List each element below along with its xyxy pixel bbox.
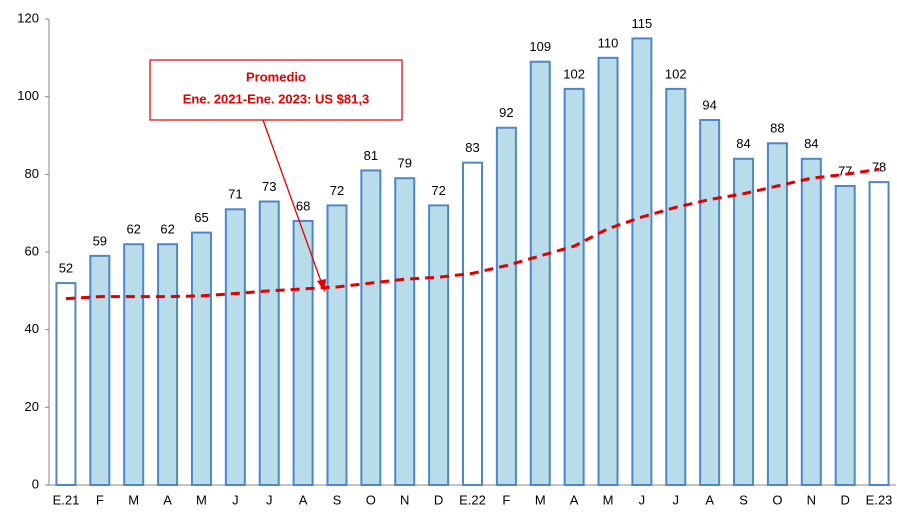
annotation-text: Promedio [246,69,306,84]
value-label: 62 [126,222,140,237]
value-label: 52 [59,261,73,276]
x-tick-label: J [232,492,239,507]
bar [563,87,585,487]
bar [462,161,483,487]
bar [89,254,111,486]
bar [224,208,246,487]
y-tick-label: 20 [25,399,39,414]
bar [766,142,788,486]
value-label: 81 [364,148,378,163]
value-label: 72 [431,183,445,198]
value-label: 83 [465,140,479,155]
bar [800,157,822,487]
value-label: 102 [665,66,687,81]
x-tick-label: J [639,492,646,507]
annotation-arrowhead [317,279,326,292]
x-tick-label: E.21 [53,492,80,507]
bar [258,200,280,486]
bar [428,204,450,486]
annotation-box [149,59,403,121]
value-label: 84 [736,136,750,151]
value-label: 59 [93,233,107,248]
x-tick-label: M [603,492,614,507]
bar [665,87,687,487]
x-tick-label: A [163,492,172,507]
bar [326,204,348,486]
annotation-arrow [262,119,324,288]
bar [123,243,145,486]
x-tick-label: O [366,492,376,507]
value-label: 65 [194,210,208,225]
x-tick-label: S [333,492,342,507]
x-tick-label: D [840,492,849,507]
value-label: 84 [804,136,818,151]
bar [190,231,212,486]
x-tick-label: M [128,492,139,507]
bar [394,177,416,486]
bar [157,243,179,486]
x-tick-label: O [772,492,782,507]
value-label: 73 [262,179,276,194]
value-label: 115 [632,16,653,31]
y-tick-label: 40 [25,321,39,336]
value-label: 92 [499,105,513,120]
bar [495,126,517,486]
value-label: 109 [529,39,551,54]
x-tick-label: J [673,492,680,507]
bar [360,169,382,486]
x-tick-label: J [266,492,273,507]
x-tick-label: A [299,492,308,507]
x-tick-label: N [400,492,409,507]
x-tick-label: M [535,492,546,507]
y-tick-label: 100 [17,88,39,103]
annotation-text: Ene. 2021-Ene. 2023: US $81,3 [183,91,369,106]
value-label: 62 [160,222,174,237]
x-tick-label: A [705,492,714,507]
value-label: 72 [330,183,344,198]
bar [55,282,77,487]
x-tick-label: N [807,492,816,507]
bar [529,60,551,486]
x-tick-label: F [502,492,510,507]
y-tick-label: 120 [17,10,39,25]
y-tick-label: 80 [25,166,39,181]
bar [868,181,890,486]
x-tick-label: A [570,492,579,507]
x-tick-label: E.23 [866,492,893,507]
bar [597,56,619,486]
bar [834,184,856,486]
x-tick-label: M [196,492,207,507]
value-label: 71 [228,187,242,202]
x-tick-label: D [434,492,443,507]
value-label: 102 [563,66,585,81]
bar [292,219,314,487]
y-tick-label: 60 [25,243,39,258]
value-label: 77 [838,163,852,178]
x-tick-label: F [96,492,104,507]
value-label: 78 [872,160,886,175]
value-label: 68 [296,198,310,213]
value-label: 94 [702,97,716,112]
y-tick-label: 0 [32,476,39,491]
bar [631,37,653,487]
x-tick-label: E.22 [459,492,486,507]
bar [733,157,755,487]
value-label: 110 [598,35,619,50]
value-label: 88 [770,121,784,136]
value-label: 79 [398,156,412,171]
average-line [65,167,880,301]
bar [699,118,721,486]
x-tick-label: S [739,492,748,507]
